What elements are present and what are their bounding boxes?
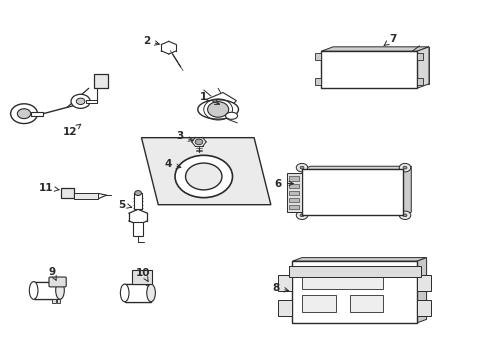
Text: 3: 3	[176, 131, 193, 141]
Ellipse shape	[197, 100, 238, 119]
Bar	[61, 188, 74, 198]
FancyBboxPatch shape	[49, 277, 66, 287]
Polygon shape	[416, 47, 428, 88]
Polygon shape	[206, 93, 236, 106]
Circle shape	[195, 139, 203, 145]
Circle shape	[402, 214, 406, 217]
Ellipse shape	[146, 284, 155, 302]
Bar	[416, 53, 422, 60]
Circle shape	[207, 102, 228, 117]
Polygon shape	[302, 166, 410, 170]
Bar	[416, 300, 430, 316]
Bar	[321, 51, 416, 88]
Circle shape	[417, 80, 421, 83]
Bar	[288, 190, 299, 195]
Circle shape	[316, 55, 320, 58]
Circle shape	[402, 166, 406, 169]
Bar	[292, 261, 416, 323]
Ellipse shape	[120, 284, 129, 302]
Circle shape	[71, 94, 90, 108]
Text: 12: 12	[63, 124, 81, 138]
Ellipse shape	[56, 282, 64, 299]
Bar	[315, 53, 321, 60]
Bar	[124, 284, 151, 302]
Circle shape	[300, 214, 304, 217]
Bar	[288, 176, 299, 181]
Bar	[134, 193, 142, 209]
Bar	[52, 299, 56, 303]
Polygon shape	[321, 47, 428, 51]
Bar	[34, 282, 60, 299]
Circle shape	[17, 109, 31, 118]
Ellipse shape	[29, 282, 38, 299]
FancyBboxPatch shape	[286, 173, 302, 212]
Bar	[31, 112, 43, 116]
Polygon shape	[402, 166, 410, 215]
Polygon shape	[141, 138, 270, 205]
Bar	[288, 184, 299, 188]
Polygon shape	[416, 258, 426, 323]
Bar	[288, 198, 299, 202]
Bar	[315, 78, 321, 85]
Circle shape	[76, 98, 85, 104]
Text: 4: 4	[164, 159, 181, 169]
Circle shape	[420, 305, 427, 311]
Circle shape	[185, 163, 222, 190]
Bar	[86, 100, 97, 103]
Text: 10: 10	[135, 268, 150, 282]
Bar	[132, 270, 152, 284]
Bar	[288, 205, 299, 209]
Text: 9: 9	[48, 267, 56, 280]
Circle shape	[296, 211, 307, 220]
Circle shape	[399, 163, 410, 172]
Bar	[302, 294, 335, 312]
Circle shape	[55, 280, 60, 284]
Bar	[416, 275, 430, 291]
Text: 8: 8	[271, 283, 288, 293]
Bar	[302, 275, 383, 289]
Polygon shape	[332, 47, 428, 84]
Bar	[302, 170, 402, 215]
Bar	[133, 222, 142, 237]
Circle shape	[417, 55, 421, 58]
Text: 7: 7	[384, 34, 396, 45]
Circle shape	[135, 190, 141, 195]
Bar	[74, 193, 98, 199]
Circle shape	[281, 280, 288, 286]
Bar	[57, 299, 61, 303]
Circle shape	[11, 104, 38, 123]
Circle shape	[316, 80, 320, 83]
Polygon shape	[292, 258, 426, 261]
Bar	[278, 300, 292, 316]
Bar	[278, 275, 292, 291]
Bar	[416, 78, 422, 85]
Circle shape	[145, 282, 151, 286]
Circle shape	[175, 155, 232, 198]
Ellipse shape	[225, 112, 237, 119]
Bar	[349, 294, 383, 312]
Text: 6: 6	[274, 179, 293, 189]
Text: 5: 5	[119, 200, 131, 210]
Circle shape	[300, 166, 304, 169]
Text: 11: 11	[38, 183, 59, 193]
Circle shape	[399, 211, 410, 220]
Circle shape	[281, 305, 288, 311]
Bar	[288, 266, 420, 277]
Text: 1: 1	[200, 92, 219, 104]
Bar	[93, 74, 108, 88]
Circle shape	[420, 280, 427, 286]
Text: 2: 2	[142, 36, 159, 46]
Circle shape	[296, 163, 307, 172]
